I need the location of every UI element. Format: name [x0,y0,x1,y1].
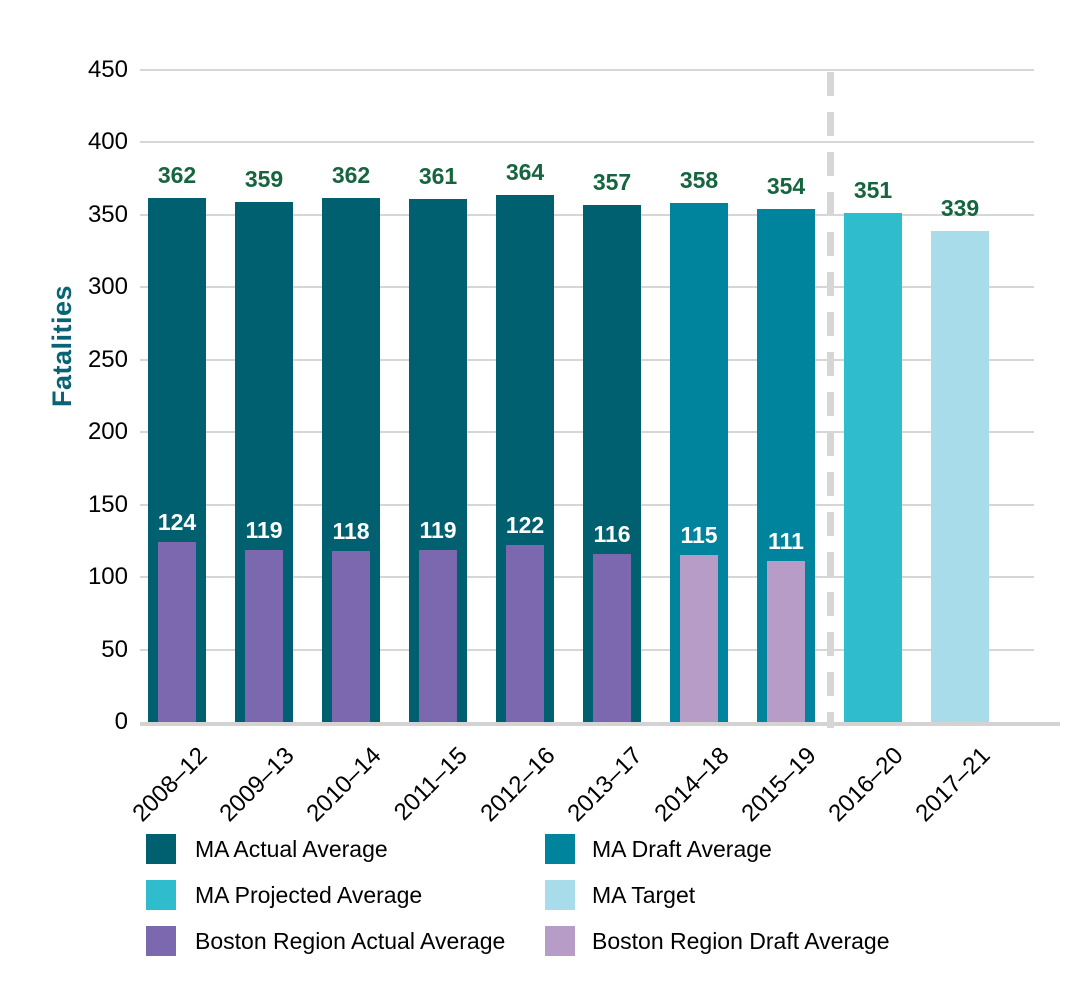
boston-bar-2009–13 [245,549,283,722]
ma-value-label: 364 [505,158,545,185]
forecast-divider-line [826,72,834,728]
ma-value-label: 351 [853,177,893,204]
x-axis-tick-label: 2014–18 [648,742,735,828]
legend-label-boston-region-draft-average: Boston Region Draft Average [592,928,890,954]
x-axis-tick-label: 2013–17 [561,742,648,828]
boston-value-label: 111 [768,528,804,555]
y-axis-tick-label: 150 [87,490,128,518]
gridline-y400 [140,141,1034,144]
legend-swatch-boston-region-draft-average [545,926,575,956]
x-axis-tick-label: 2008–12 [126,742,213,828]
x-axis-tick-label: 2011–15 [389,742,474,826]
ma-value-label: 362 [157,161,197,188]
boston-bar-2012–16 [506,545,544,722]
x-axis-tick-label: 2009–13 [213,742,300,828]
legend-swatch-ma-projected-average [146,880,176,910]
legend-swatch-ma-target [545,880,575,910]
ma-value-label: 362 [331,161,371,188]
y-axis-tick-label: 200 [87,418,128,446]
boston-bar-2008–12 [158,542,196,722]
y-axis-tick-label: 350 [87,200,128,228]
y-axis-tick-label: 300 [87,273,128,301]
boston-value-label: 116 [593,520,631,547]
ma-value-label: 357 [592,168,632,195]
y-axis-tick-label: 50 [101,635,128,663]
y-axis-tick-label: 100 [87,563,128,591]
ma-value-label: 361 [418,162,458,189]
legend-swatch-ma-actual-average [146,834,176,864]
x-axis-tick-label: 2015–19 [735,742,822,828]
x-axis-tick-label: 2010–14 [300,742,387,828]
legend-swatch-boston-region-actual-average [146,926,176,956]
boston-bar-2010–14 [332,551,370,722]
x-axis-tick-label: 2012–16 [474,742,561,828]
gridline-y450 [140,69,1034,71]
boston-value-label: 124 [157,509,197,536]
boston-value-label: 119 [245,516,283,543]
ma-value-label: 339 [940,194,980,221]
boston-bar-2011–15 [419,549,457,722]
y-axis-tick-label: 450 [87,56,128,83]
legend-label-ma-actual-average: MA Actual Average [195,836,388,862]
boston-bar-2013–17 [593,553,631,722]
y-axis-tick-label: 400 [87,128,128,156]
ma-value-label: 358 [679,167,719,194]
boston-bar-2014–18 [680,555,718,722]
x-axis-tick-label: 2017–21 [909,742,996,828]
ma-value-label: 354 [766,173,806,200]
ma-bar-2016–20 [844,213,902,722]
boston-value-label: 115 [680,522,718,549]
x-axis-line [140,722,1060,726]
boston-value-label: 122 [505,512,545,539]
legend-label-ma-target: MA Target [592,882,696,908]
legend-label-ma-projected-average: MA Projected Average [195,882,423,908]
boston-value-label: 119 [419,516,457,543]
ma-bar-2017–21 [931,230,989,722]
y-axis-tick-label: 0 [114,708,128,735]
legend-label-boston-region-actual-average: Boston Region Actual Average [195,928,506,954]
legend-label-ma-draft-average: MA Draft Average [592,836,772,862]
legend-swatch-ma-draft-average [545,834,575,864]
y-axis-tick-label: 250 [87,345,128,373]
boston-bar-2015–19 [767,561,805,722]
ma-value-label: 359 [244,165,284,192]
boston-value-label: 118 [332,518,370,545]
x-axis-tick-label: 2016–20 [822,742,909,828]
